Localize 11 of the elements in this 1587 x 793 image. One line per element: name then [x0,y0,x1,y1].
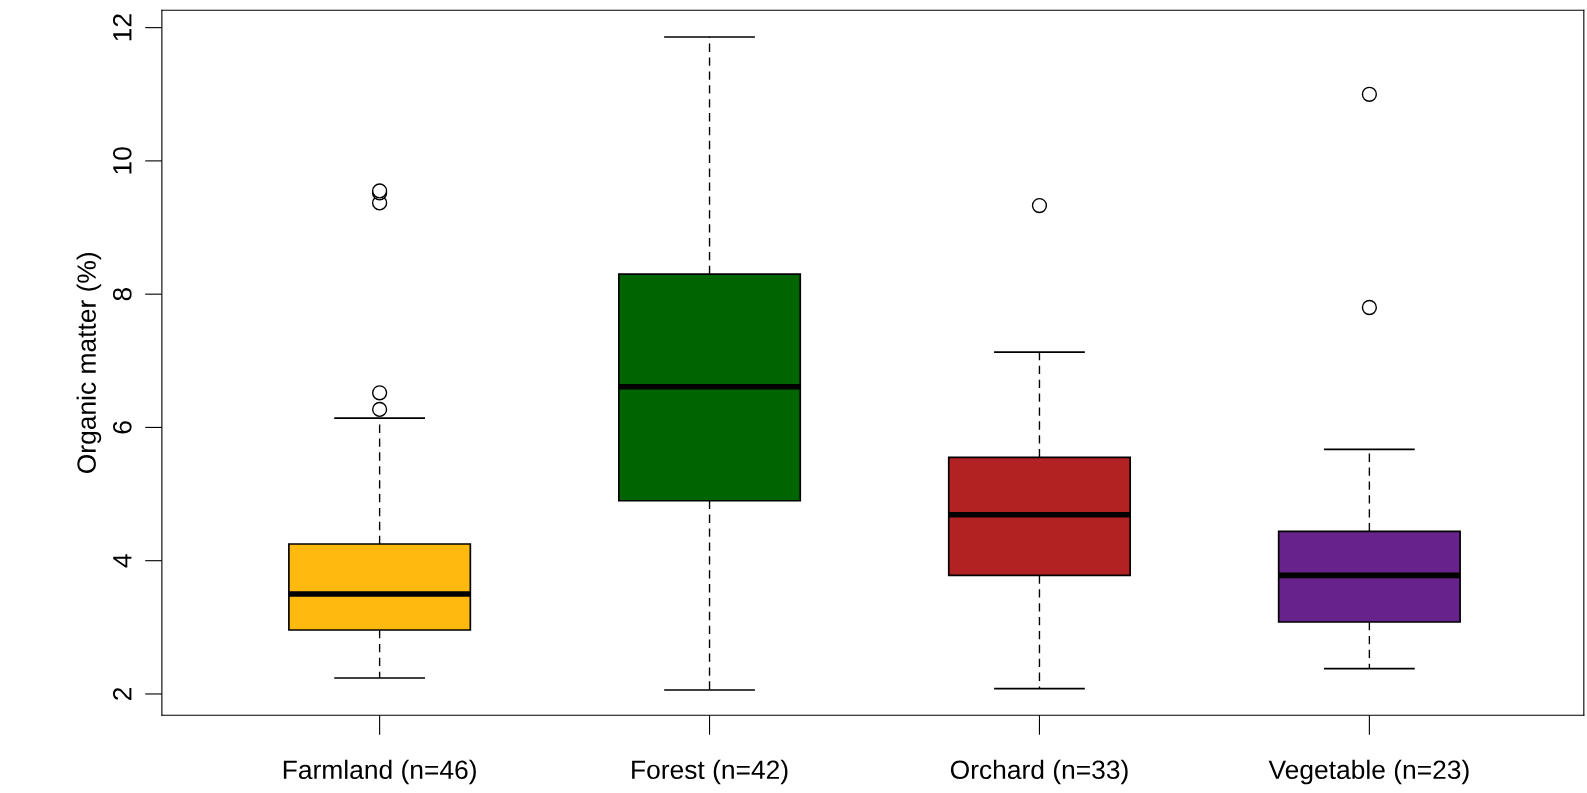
x-tick-label: Orchard (n=33) [950,759,1128,785]
y-tick-label: 6 [112,421,132,434]
y-axis-title: Organic matter (%) [76,252,102,473]
x-tick-label: Farmland (n=46) [283,759,476,785]
x-tick-label: Forest (n=42) [632,759,788,785]
x-tick-label: Vegetable (n=23) [1268,759,1469,785]
y-tick-label: 4 [113,554,132,568]
y-tick-label: 10 [112,147,132,174]
y-tick-label: 2 [112,687,132,700]
y-tick-label: 12 [112,14,132,41]
y-tick-label: 8 [112,287,132,301]
